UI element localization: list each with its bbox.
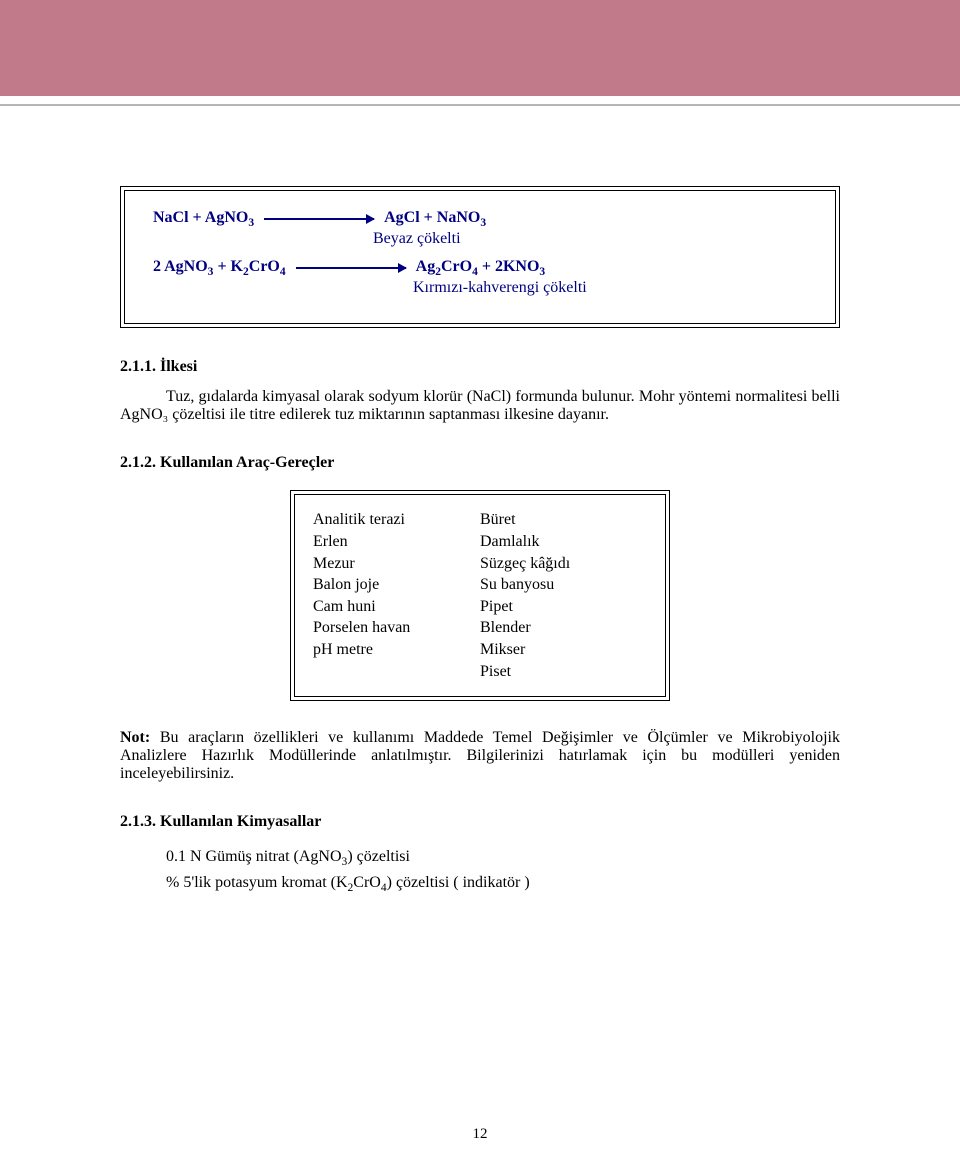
reaction-box: NaCl + AgNO3 AgCl + NaNO3 Beyaz çökelti … (120, 186, 840, 328)
arrow-icon (264, 218, 374, 220)
reaction-2-lhs: 2 AgNO3 + K2CrO4 (153, 258, 286, 278)
reaction-1-lhs: NaCl + AgNO3 (153, 209, 254, 229)
section-2-1-1-body: Tuz, gıdalarda kimyasal olarak sodyum kl… (120, 388, 840, 424)
header-band (0, 0, 960, 96)
tool-item: Mikser (480, 639, 647, 661)
tool-item: Büret (480, 509, 647, 531)
tool-item: Balon joje (313, 574, 480, 596)
tool-item: Erlen (313, 531, 480, 553)
page-content: NaCl + AgNO3 AgCl + NaNO3 Beyaz çökelti … (0, 106, 960, 897)
tool-item: Su banyosu (480, 574, 647, 596)
tool-item: Porselen havan (313, 617, 480, 639)
reaction-1-desc: Beyaz çökelti (373, 230, 807, 248)
reaction-2-rhs: Ag2CrO4 + 2KNO3 (416, 258, 546, 278)
chemicals-list: 0.1 N Gümüş nitrat (AgNO3) çözeltisi % 5… (166, 845, 840, 897)
section-2-1-1-heading: 2.1.1. İlkesi (120, 358, 840, 376)
tool-item: Cam huni (313, 596, 480, 618)
reaction-1-rhs: AgCl + NaNO3 (384, 209, 486, 229)
tool-item: Mezur (313, 553, 480, 575)
tool-item: Blender (480, 617, 647, 639)
tool-item: Damlalık (480, 531, 647, 553)
reaction-2-desc: Kırmızı-kahverengi çökelti (413, 279, 807, 297)
tool-item: pH metre (313, 639, 480, 661)
tool-item: Pipet (480, 596, 647, 618)
arrow-icon (296, 267, 406, 269)
reaction-1: NaCl + AgNO3 AgCl + NaNO3 Beyaz çökelti (153, 209, 807, 248)
chemical-item: 0.1 N Gümüş nitrat (AgNO3) çözeltisi (166, 845, 840, 871)
section-2-1-3-heading: 2.1.3. Kullanılan Kimyasallar (120, 813, 840, 831)
tool-item: Analitik terazi (313, 509, 480, 531)
tool-item: Piset (480, 661, 647, 683)
tools-table-inner: Analitik terazi Erlen Mezur Balon joje C… (294, 494, 666, 697)
note-label: Not: (120, 729, 150, 746)
tools-col-right: Büret Damlalık Süzgeç kâğıdı Su banyosu … (480, 509, 647, 682)
chemical-item: % 5'lik potasyum kromat (K2CrO4) çözelti… (166, 871, 840, 897)
tools-col-left: Analitik terazi Erlen Mezur Balon joje C… (313, 509, 480, 682)
tools-table: Analitik terazi Erlen Mezur Balon joje C… (290, 490, 670, 701)
note-text: Bu araçların özellikleri ve kullanımı Ma… (120, 729, 840, 782)
reaction-2: 2 AgNO3 + K2CrO4 Ag2CrO4 + 2KNO3 Kırmızı… (153, 258, 807, 297)
page-number: 12 (0, 1126, 960, 1143)
note-paragraph: Not: Bu araçların özellikleri ve kullanı… (120, 729, 840, 783)
reaction-box-inner: NaCl + AgNO3 AgCl + NaNO3 Beyaz çökelti … (124, 190, 836, 324)
tool-item: Süzgeç kâğıdı (480, 553, 647, 575)
section-2-1-2-heading: 2.1.2. Kullanılan Araç-Gereçler (120, 454, 840, 472)
